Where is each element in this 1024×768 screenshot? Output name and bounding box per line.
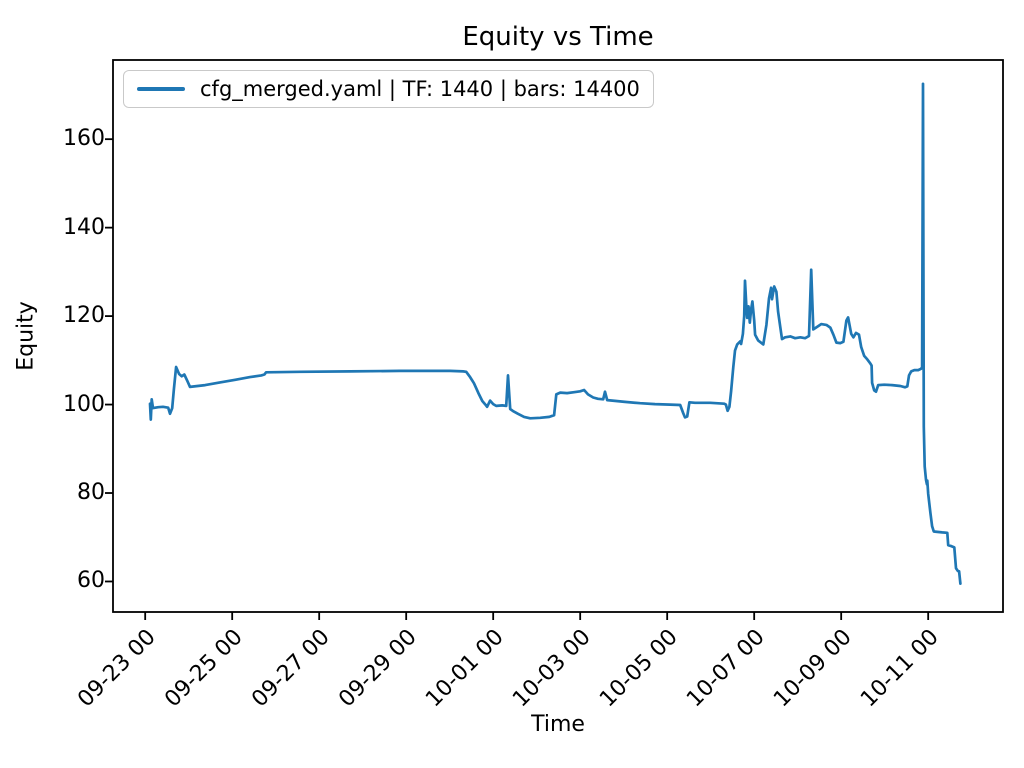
y-tick-label: 160	[63, 126, 105, 152]
y-tick-label: 120	[63, 303, 105, 329]
axes-spines	[112, 59, 1004, 613]
x-axis-label: Time	[531, 712, 585, 737]
y-tick-label: 140	[63, 214, 105, 240]
equity-line-series	[148, 82, 962, 586]
legend-line-sample	[137, 87, 185, 91]
tick-marks	[105, 138, 930, 620]
y-tick-label: 60	[77, 568, 105, 594]
legend-entry-label: cfg_merged.yaml | TF: 1440 | bars: 14400	[200, 77, 640, 101]
y-axis-label: Equity	[13, 301, 39, 371]
legend: cfg_merged.yaml | TF: 1440 | bars: 14400	[123, 70, 654, 108]
chart-title: Equity vs Time	[462, 22, 654, 52]
y-tick-label: 80	[77, 480, 105, 506]
y-tick-label: 100	[63, 391, 105, 417]
equity-curve	[148, 82, 962, 586]
